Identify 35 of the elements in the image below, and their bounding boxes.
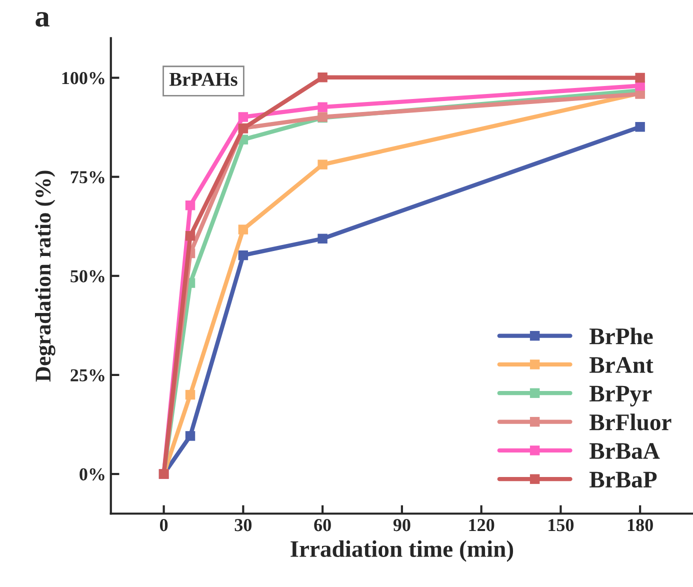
legend-label: BrBaA bbox=[590, 443, 660, 459]
point bbox=[238, 112, 248, 122]
legend-label: BrPhe bbox=[590, 328, 653, 344]
point bbox=[318, 72, 328, 82]
x-tick-label: 150 bbox=[548, 519, 574, 532]
point bbox=[635, 72, 645, 83]
x-tick-label: 180 bbox=[628, 519, 653, 532]
point bbox=[238, 224, 248, 234]
y-tick-label: 25% bbox=[70, 369, 104, 382]
y-tick-label: 50% bbox=[70, 270, 104, 282]
x-axis-title: Irradiation time (min) bbox=[290, 540, 514, 562]
chart-title: a bbox=[36, 12, 50, 27]
y-axis-title: Degradation ratio (%) bbox=[35, 170, 56, 382]
point bbox=[318, 102, 328, 112]
legend-label: BrBaP bbox=[590, 472, 657, 488]
point bbox=[185, 431, 196, 441]
point bbox=[318, 234, 328, 244]
legend-label: BrPyr bbox=[590, 386, 652, 406]
point bbox=[318, 160, 328, 170]
point bbox=[238, 250, 248, 260]
legend-label: BrAnt bbox=[590, 357, 654, 373]
point bbox=[185, 231, 196, 241]
x-tick-label: 120 bbox=[469, 519, 494, 532]
x-tick-label: 30 bbox=[234, 519, 252, 532]
y-tick-label: 100% bbox=[62, 72, 104, 84]
x-tick-label: 60 bbox=[314, 519, 331, 532]
point bbox=[185, 200, 196, 210]
y-tick-label: 0% bbox=[80, 468, 104, 481]
point bbox=[185, 390, 196, 400]
annotation: BrPAHs bbox=[169, 72, 238, 86]
x-tick-label: 0 bbox=[160, 519, 168, 532]
legend-label: BrFluor bbox=[590, 414, 672, 430]
point bbox=[635, 122, 645, 132]
x-tick-label: 90 bbox=[393, 519, 410, 532]
y-tick-label: 75% bbox=[70, 171, 104, 184]
